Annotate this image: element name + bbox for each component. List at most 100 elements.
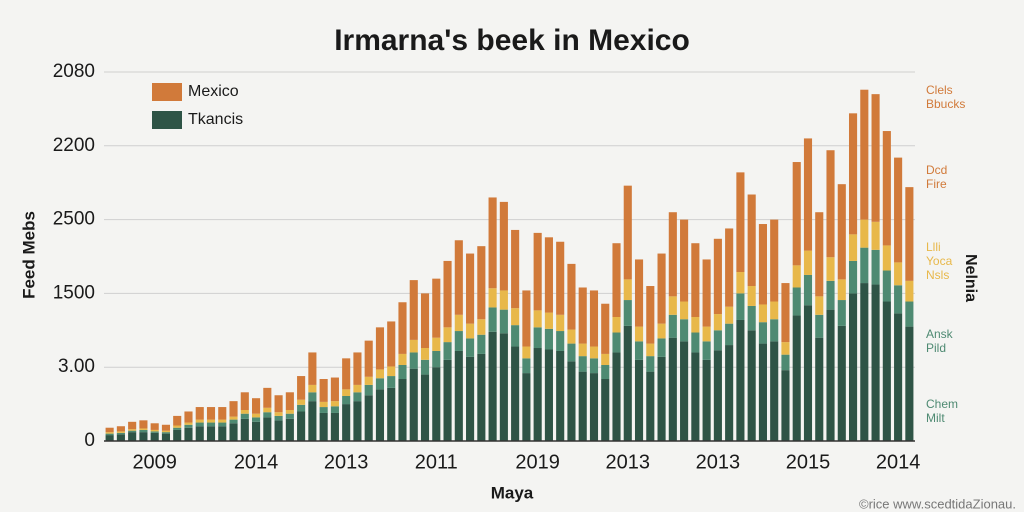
legend-swatch (152, 83, 182, 101)
bar-segment (139, 432, 148, 441)
bar-segment (342, 404, 351, 441)
x-tick-label: 2011 (415, 451, 458, 473)
bar-segment (206, 407, 216, 420)
bar-segment (466, 356, 475, 441)
bar-segment (511, 308, 520, 326)
bar-segment (466, 323, 475, 339)
bar-segment (297, 411, 306, 441)
bar-segment (882, 301, 891, 441)
bar-segment (364, 340, 373, 377)
bar-segment (139, 428, 148, 430)
bar-segment (308, 392, 317, 402)
bar-segment (308, 401, 317, 441)
bar-segment (398, 353, 407, 365)
x-tick-label: 2014 (234, 451, 279, 473)
bar-segment (252, 398, 261, 414)
annotation: Fire (926, 177, 947, 191)
bar-segment (263, 387, 272, 408)
bar-segment (894, 157, 903, 263)
bar-segment (691, 352, 700, 441)
bar-segment (218, 426, 227, 441)
bar-segment (736, 319, 745, 441)
bar-segment (860, 283, 869, 441)
bar-segment (454, 331, 463, 351)
bar-segment (477, 319, 486, 335)
bar-segment (511, 346, 520, 441)
bar-segment (477, 246, 486, 320)
bar-segment (319, 407, 328, 413)
bar-segment (353, 352, 362, 385)
bar-segment (736, 293, 745, 320)
bar-segment (229, 423, 238, 441)
bar-segment (837, 184, 846, 280)
annotation: Llli (926, 240, 941, 254)
bar-segment (116, 432, 125, 435)
bar-segment (443, 342, 452, 360)
bar-segment (826, 309, 835, 441)
bar-segment (116, 431, 125, 433)
bar-segment (420, 293, 430, 349)
bar-segment (601, 364, 610, 380)
bar-segment (691, 243, 700, 318)
bar-segment (803, 305, 813, 441)
bar-segment (488, 331, 497, 441)
bar-segment (375, 369, 385, 379)
bar-segment (420, 348, 430, 360)
bar-segment (634, 341, 644, 360)
bar-segment (713, 314, 722, 331)
bar-segment (285, 410, 294, 414)
bar-segment (803, 138, 813, 251)
bar-segment (387, 366, 396, 377)
bar-segment (533, 348, 542, 441)
bar-segment (871, 221, 880, 250)
bar-segment (420, 374, 430, 441)
bar-segment (623, 185, 632, 280)
bar-segment (713, 238, 722, 315)
bar-segment (781, 342, 790, 355)
bar-segment (206, 426, 216, 441)
bar-segment (218, 419, 227, 423)
bar-segment (589, 346, 599, 359)
bar-segment (387, 321, 396, 367)
bar-segment (522, 373, 531, 441)
bar-segment (139, 429, 148, 433)
bar-segment (556, 331, 565, 351)
bar-segment (680, 341, 689, 441)
bar-segment (342, 358, 351, 390)
bar-segment (578, 343, 587, 357)
bar-segment (747, 330, 756, 441)
bar-segment (601, 303, 610, 354)
bar-segment (725, 345, 734, 441)
bar-segment (206, 419, 216, 423)
bar-segment (691, 332, 700, 353)
annotation: Dcd (926, 163, 947, 177)
bar-segment (263, 417, 272, 441)
bar-segment (477, 334, 486, 354)
bar-segment (578, 287, 587, 344)
bar-segment (499, 290, 508, 310)
bar-segment (736, 172, 745, 272)
bar-segment (342, 389, 351, 396)
bar-segment (116, 426, 125, 432)
bar-segment (150, 431, 159, 433)
bar-segment (409, 339, 418, 353)
bar-segment (195, 407, 204, 420)
bar-segment (725, 306, 734, 324)
bar-segment (522, 346, 531, 359)
y-tick-label: 2200 (53, 135, 95, 156)
bar-segment (173, 415, 182, 426)
legend-label: Mexico (188, 83, 239, 100)
bar-segment (319, 401, 328, 408)
bar-segment (601, 353, 610, 365)
bar-segment (240, 410, 249, 414)
bar-segment (285, 418, 294, 441)
bar-segment (792, 162, 801, 266)
bar-segment (353, 392, 362, 402)
bar-segment (432, 337, 441, 351)
bar-segment (702, 359, 711, 441)
bar-segment (218, 407, 227, 420)
bar-segment (488, 197, 497, 289)
bar-segment (589, 358, 599, 374)
